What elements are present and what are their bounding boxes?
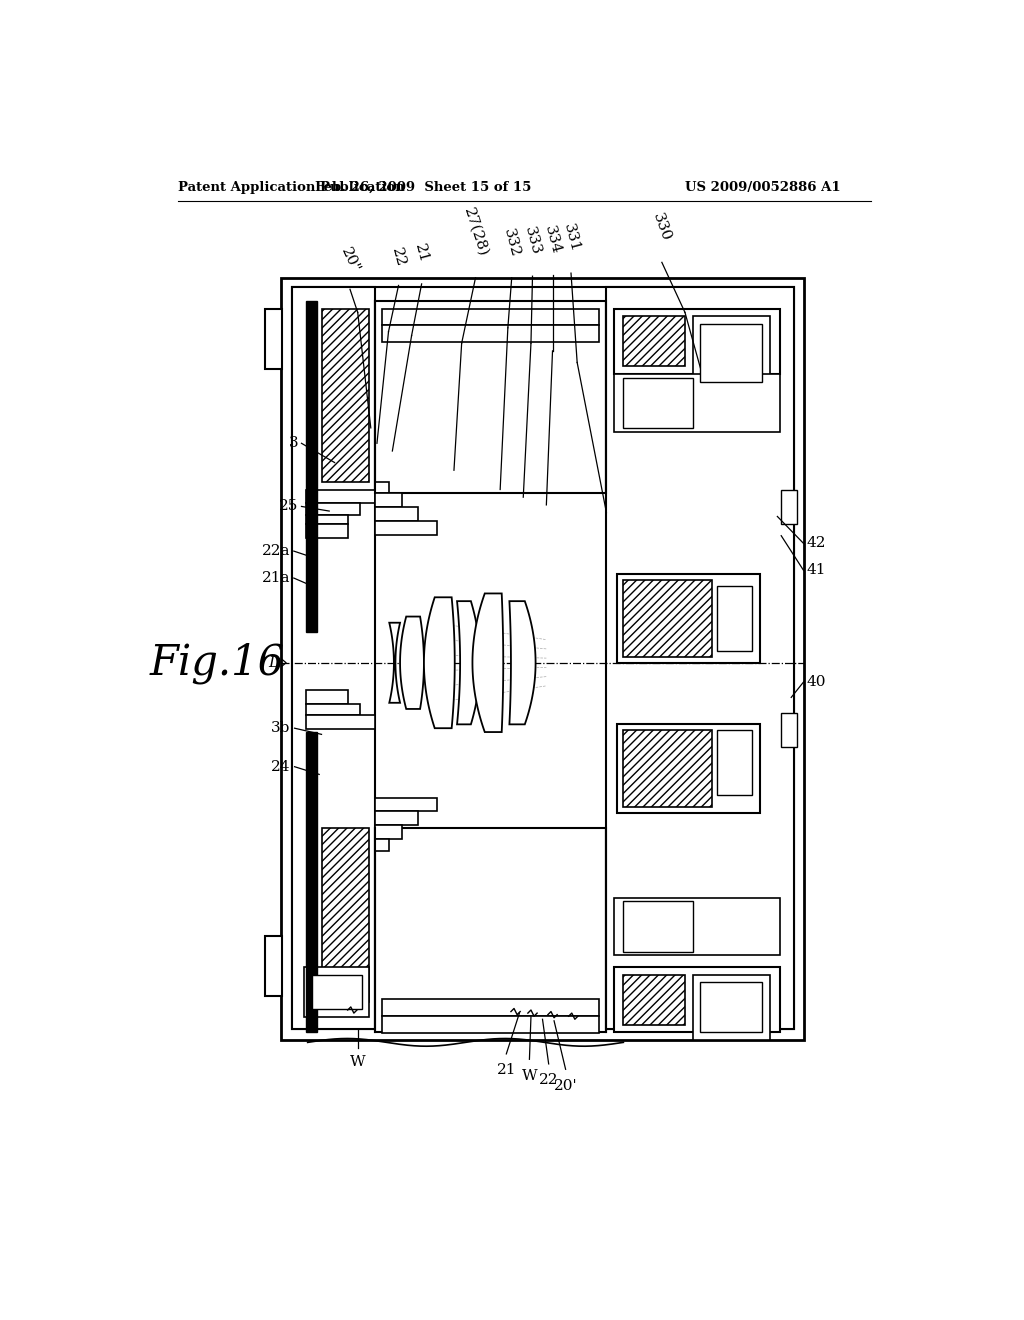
Bar (306, 515, 348, 524)
Text: 41: 41 (807, 564, 826, 577)
Bar (617, 725, 760, 813)
Text: 21a: 21a (262, 572, 291, 585)
Bar (382, 999, 599, 1016)
Text: W: W (350, 1056, 366, 1069)
Bar (322, 309, 370, 482)
Bar (376, 812, 418, 825)
Text: 40: 40 (807, 675, 826, 689)
Bar (306, 689, 348, 704)
Bar (624, 902, 692, 952)
Text: 330: 330 (650, 211, 674, 243)
Text: L: L (268, 656, 279, 669)
Bar (311, 974, 361, 1010)
Text: W: W (521, 1069, 538, 1082)
Bar (306, 301, 316, 632)
Bar (700, 982, 762, 1032)
Bar (692, 317, 770, 389)
Bar (265, 936, 283, 997)
Bar (292, 286, 376, 1030)
Bar (624, 974, 685, 1024)
Bar (306, 733, 316, 1032)
Bar (781, 490, 797, 524)
Polygon shape (424, 598, 455, 729)
Bar (700, 323, 762, 381)
Bar (281, 277, 804, 1040)
Text: 20": 20" (338, 246, 361, 276)
Bar (376, 482, 389, 494)
Bar (781, 713, 797, 747)
Bar (376, 521, 437, 535)
Polygon shape (389, 623, 400, 702)
Bar (614, 966, 779, 1032)
Bar (376, 507, 418, 521)
Text: 331: 331 (560, 222, 582, 253)
Text: 332: 332 (501, 227, 522, 259)
Text: Patent Application Publication: Patent Application Publication (178, 181, 406, 194)
Text: 21: 21 (413, 242, 431, 264)
Bar (614, 898, 779, 956)
Bar (606, 286, 795, 1030)
Text: 333: 333 (522, 226, 543, 257)
Bar (624, 581, 712, 657)
Bar (376, 829, 606, 1032)
Bar (306, 503, 360, 515)
Text: 21: 21 (497, 1063, 516, 1077)
Polygon shape (509, 601, 536, 725)
Bar (322, 829, 370, 1002)
Bar (382, 309, 599, 326)
Bar (624, 378, 692, 428)
Bar (382, 1016, 599, 1034)
Polygon shape (457, 601, 480, 725)
Bar (376, 825, 402, 840)
Text: 22: 22 (539, 1073, 558, 1088)
Bar (306, 524, 348, 539)
Bar (306, 715, 376, 729)
Text: Fig.16: Fig.16 (150, 642, 285, 684)
Text: 3: 3 (289, 437, 298, 450)
Bar (376, 797, 437, 812)
Bar (304, 966, 370, 1016)
Bar (717, 586, 752, 651)
Bar (292, 286, 795, 1030)
Text: Feb. 26, 2009  Sheet 15 of 15: Feb. 26, 2009 Sheet 15 of 15 (315, 181, 531, 194)
Bar (624, 730, 712, 807)
Bar (717, 730, 752, 795)
Bar (382, 326, 599, 342)
Bar (617, 574, 760, 663)
Text: 22a: 22a (262, 544, 291, 558)
Bar (376, 301, 606, 494)
Bar (692, 974, 770, 1040)
Text: 25: 25 (280, 499, 298, 513)
Text: 20': 20' (554, 1078, 578, 1093)
Text: 42: 42 (807, 536, 826, 550)
Bar (376, 494, 402, 507)
Text: 27(28): 27(28) (461, 206, 490, 259)
Bar (376, 840, 389, 850)
Polygon shape (400, 616, 424, 709)
Bar (265, 309, 283, 368)
Text: US 2009/0052886 A1: US 2009/0052886 A1 (685, 181, 841, 194)
Bar (306, 704, 360, 715)
Text: 3b: 3b (271, 721, 291, 735)
Text: 24: 24 (271, 760, 291, 774)
Text: 334: 334 (542, 224, 563, 256)
Bar (624, 317, 685, 367)
Bar (614, 309, 779, 374)
Polygon shape (472, 594, 503, 733)
Bar (306, 490, 376, 503)
Text: 22: 22 (389, 246, 408, 268)
Bar (614, 374, 779, 432)
